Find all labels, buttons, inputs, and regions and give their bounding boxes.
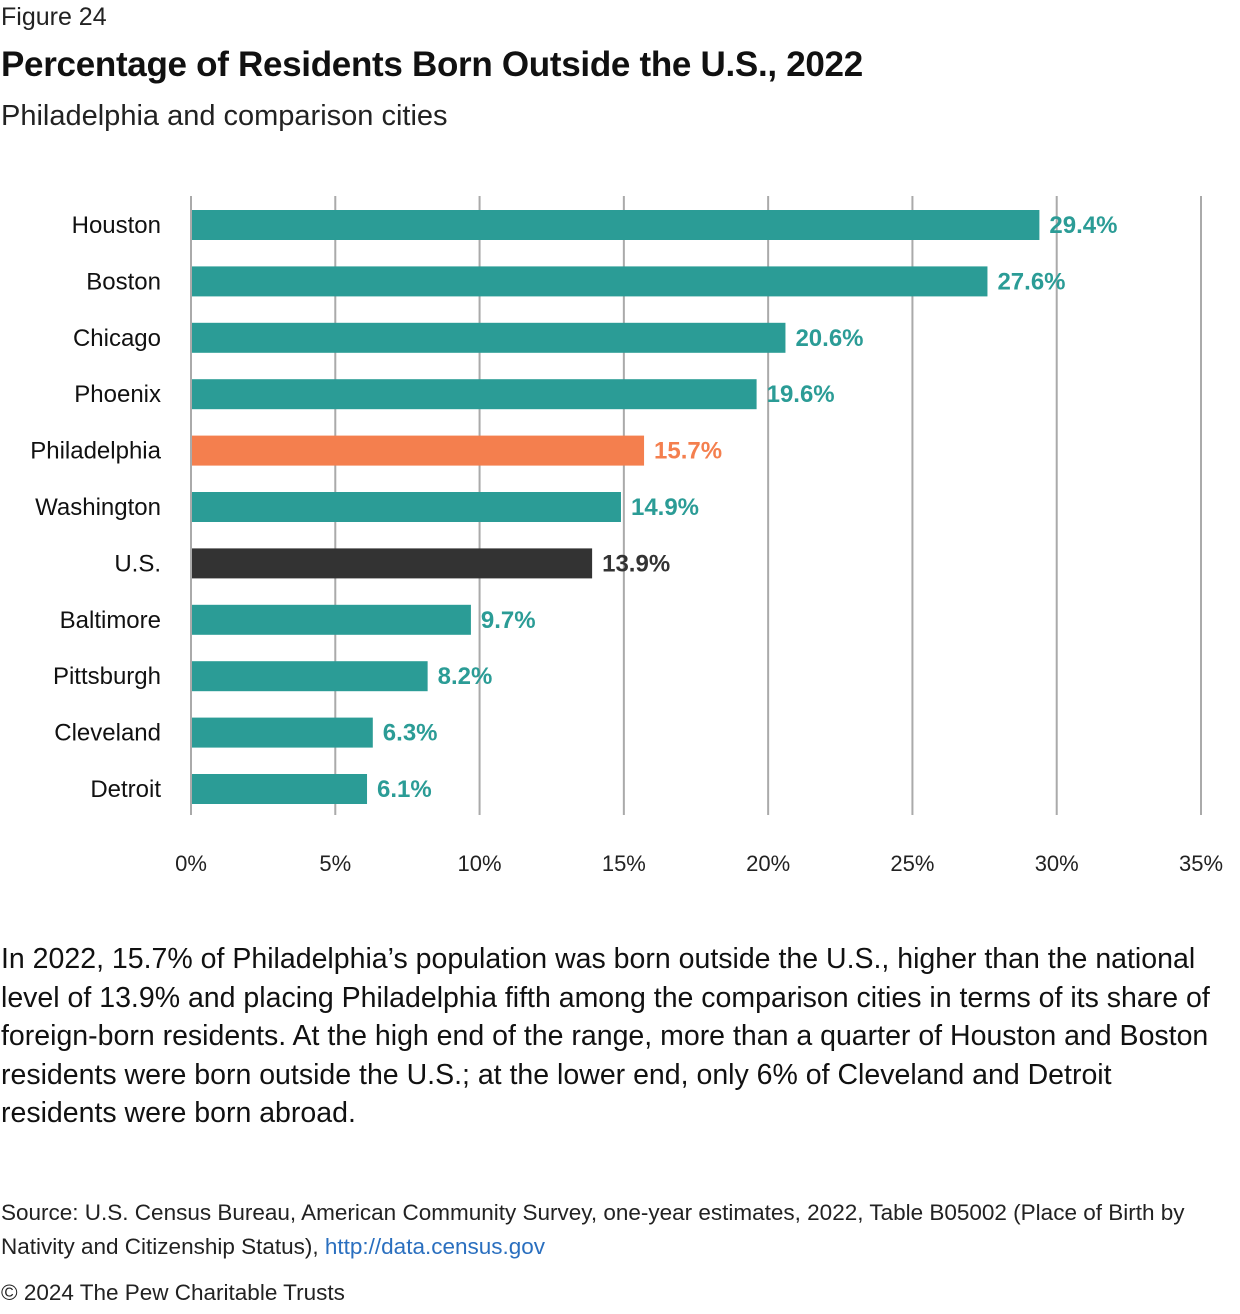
x-tick-label: 20% [746, 851, 790, 876]
bar [192, 435, 645, 466]
bar [192, 774, 368, 804]
bar-chart: Houston Boston Chicago Phoenix Philadelphia W… [30, 196, 1223, 876]
category-label: Cleveland [54, 720, 161, 747]
category-label: U.S. [114, 550, 161, 577]
x-tick-label: 30% [1035, 851, 1079, 876]
value-label: 29.4% [1049, 212, 1117, 239]
x-tick-label: 10% [458, 851, 502, 876]
bar [192, 379, 757, 410]
copyright: © 2024 The Pew Charitable Trusts [1, 1280, 345, 1305]
value-label: 9.7% [481, 607, 536, 634]
value-label: 6.1% [377, 776, 432, 803]
figure-label: Figure 24 [1, 3, 107, 31]
gridlines [190, 196, 1202, 815]
value-label: 15.7% [654, 438, 722, 465]
bar [192, 661, 428, 692]
value-labels: 29.4% 27.6% 20.6% 19.6% 15.7% 14.9% 13.9% 9.7% 8… [377, 212, 1117, 803]
value-label: 27.6% [997, 268, 1065, 295]
x-tick-label: 15% [602, 851, 646, 876]
bar [192, 717, 373, 748]
x-tick-label: 5% [319, 851, 351, 876]
category-label: Chicago [73, 325, 161, 352]
category-label: Houston [72, 212, 161, 239]
bar [192, 548, 593, 579]
x-tick-label: 35% [1179, 851, 1223, 876]
category-label: Philadelphia [30, 438, 161, 465]
value-label: 8.2% [438, 663, 493, 690]
bar [192, 322, 786, 353]
source-link[interactable]: http://data.census.gov [324, 1234, 546, 1259]
bar [192, 210, 1040, 240]
bar [192, 604, 471, 635]
source-note: Source: U.S. Census Bureau, American Com… [1, 1196, 1236, 1264]
x-tick-label: 0% [175, 851, 207, 876]
x-tick-label: 25% [890, 851, 934, 876]
value-label: 20.6% [795, 325, 863, 352]
bars [192, 210, 1040, 804]
category-label: Pittsburgh [53, 663, 161, 690]
source-text: Source: U.S. Census Bureau, American Com… [1, 1200, 1185, 1259]
category-label: Phoenix [74, 381, 161, 408]
bar [192, 492, 621, 522]
value-label: 13.9% [602, 550, 670, 577]
value-label: 14.9% [631, 494, 699, 521]
category-label: Detroit [90, 776, 161, 803]
value-label: 6.3% [383, 720, 438, 747]
x-axis-ticks: 0% 5% 10% 15% 20% 25% 30% 35% [175, 851, 1223, 876]
value-label: 19.6% [767, 381, 835, 408]
category-label: Baltimore [60, 607, 161, 634]
category-label: Boston [86, 268, 161, 295]
category-label: Washington [35, 494, 161, 521]
bar [192, 266, 988, 297]
chart-title: Percentage of Residents Born Outside the… [1, 45, 863, 84]
chart-subtitle: Philadelphia and comparison cities [1, 100, 448, 132]
description-paragraph: In 2022, 15.7% of Philadelphia’s populat… [1, 943, 1210, 1129]
category-labels: Houston Boston Chicago Phoenix Philadelphia W… [30, 212, 161, 803]
